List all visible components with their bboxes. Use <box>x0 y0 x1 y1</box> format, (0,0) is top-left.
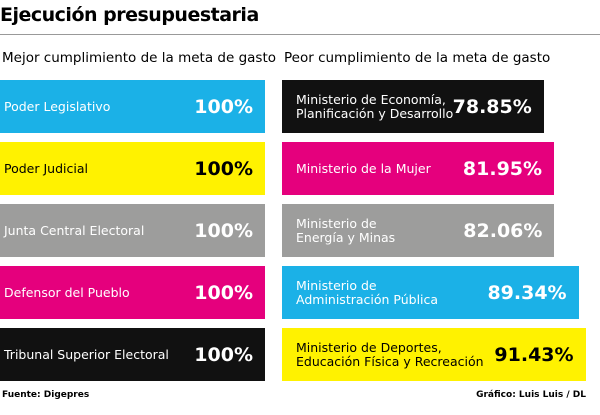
title: Ejecución presupuestaria <box>0 4 259 26</box>
bar-label: Junta Central Electoral <box>4 222 145 238</box>
value-label: 100% <box>194 219 253 242</box>
bar: Poder Judicial 100% <box>0 142 265 195</box>
value-label: 82.06% <box>463 219 543 242</box>
value-label: 78.85% <box>452 95 532 118</box>
bar-label: Ministerio de Administración Pública <box>296 277 439 307</box>
bar: Ministerio de Energía y Minas 82.06% <box>282 204 555 257</box>
bar-label: Ministerio de Economía, Planificación y … <box>296 91 454 121</box>
value-label: 81.95% <box>462 157 543 180</box>
bar: Defensor del Pueblo 100% <box>0 266 265 319</box>
value-label: 100% <box>194 157 253 180</box>
value-label: 100% <box>194 281 253 304</box>
source: Fuente: Digepres <box>2 390 90 400</box>
rule <box>0 34 600 35</box>
bar-label: Poder Legislativo <box>4 98 111 114</box>
value-label: 100% <box>194 343 253 366</box>
bar-label: Ministerio de Deportes, Educación Física… <box>296 339 484 369</box>
bar-label: Poder Judicial <box>4 160 88 176</box>
bar-label: Tribunal Superior Electoral <box>4 346 169 362</box>
bar-label: Ministerio de la Mujer <box>296 160 431 176</box>
bar: Ministerio de la Mujer 81.95% <box>282 142 555 195</box>
value-label: 91.43% <box>494 343 574 366</box>
bar: Poder Legislativo 100% <box>0 80 265 133</box>
bar: Ministerio de Economía, Planificación y … <box>282 80 544 133</box>
bar: Tribunal Superior Electoral 100% <box>0 328 265 381</box>
value-label: 100% <box>194 95 253 118</box>
bar-label: Defensor del Pueblo <box>4 284 130 300</box>
bar: Junta Central Electoral 100% <box>0 204 265 257</box>
credit: Gráfico: Luis Luis / DL <box>476 390 586 400</box>
bar: Ministerio de Deportes, Educación Física… <box>282 328 586 381</box>
value-label: 89.34% <box>487 281 567 304</box>
bar: Ministerio de Administración Pública 89.3… <box>282 266 579 319</box>
chart-subtitle: Mejor cumplimiento de la meta de gasto <box>2 50 277 66</box>
chart-subtitle: Peor cumplimiento de la meta de gasto <box>284 50 551 66</box>
bar-label: Ministerio de Energía y Minas <box>296 215 396 245</box>
